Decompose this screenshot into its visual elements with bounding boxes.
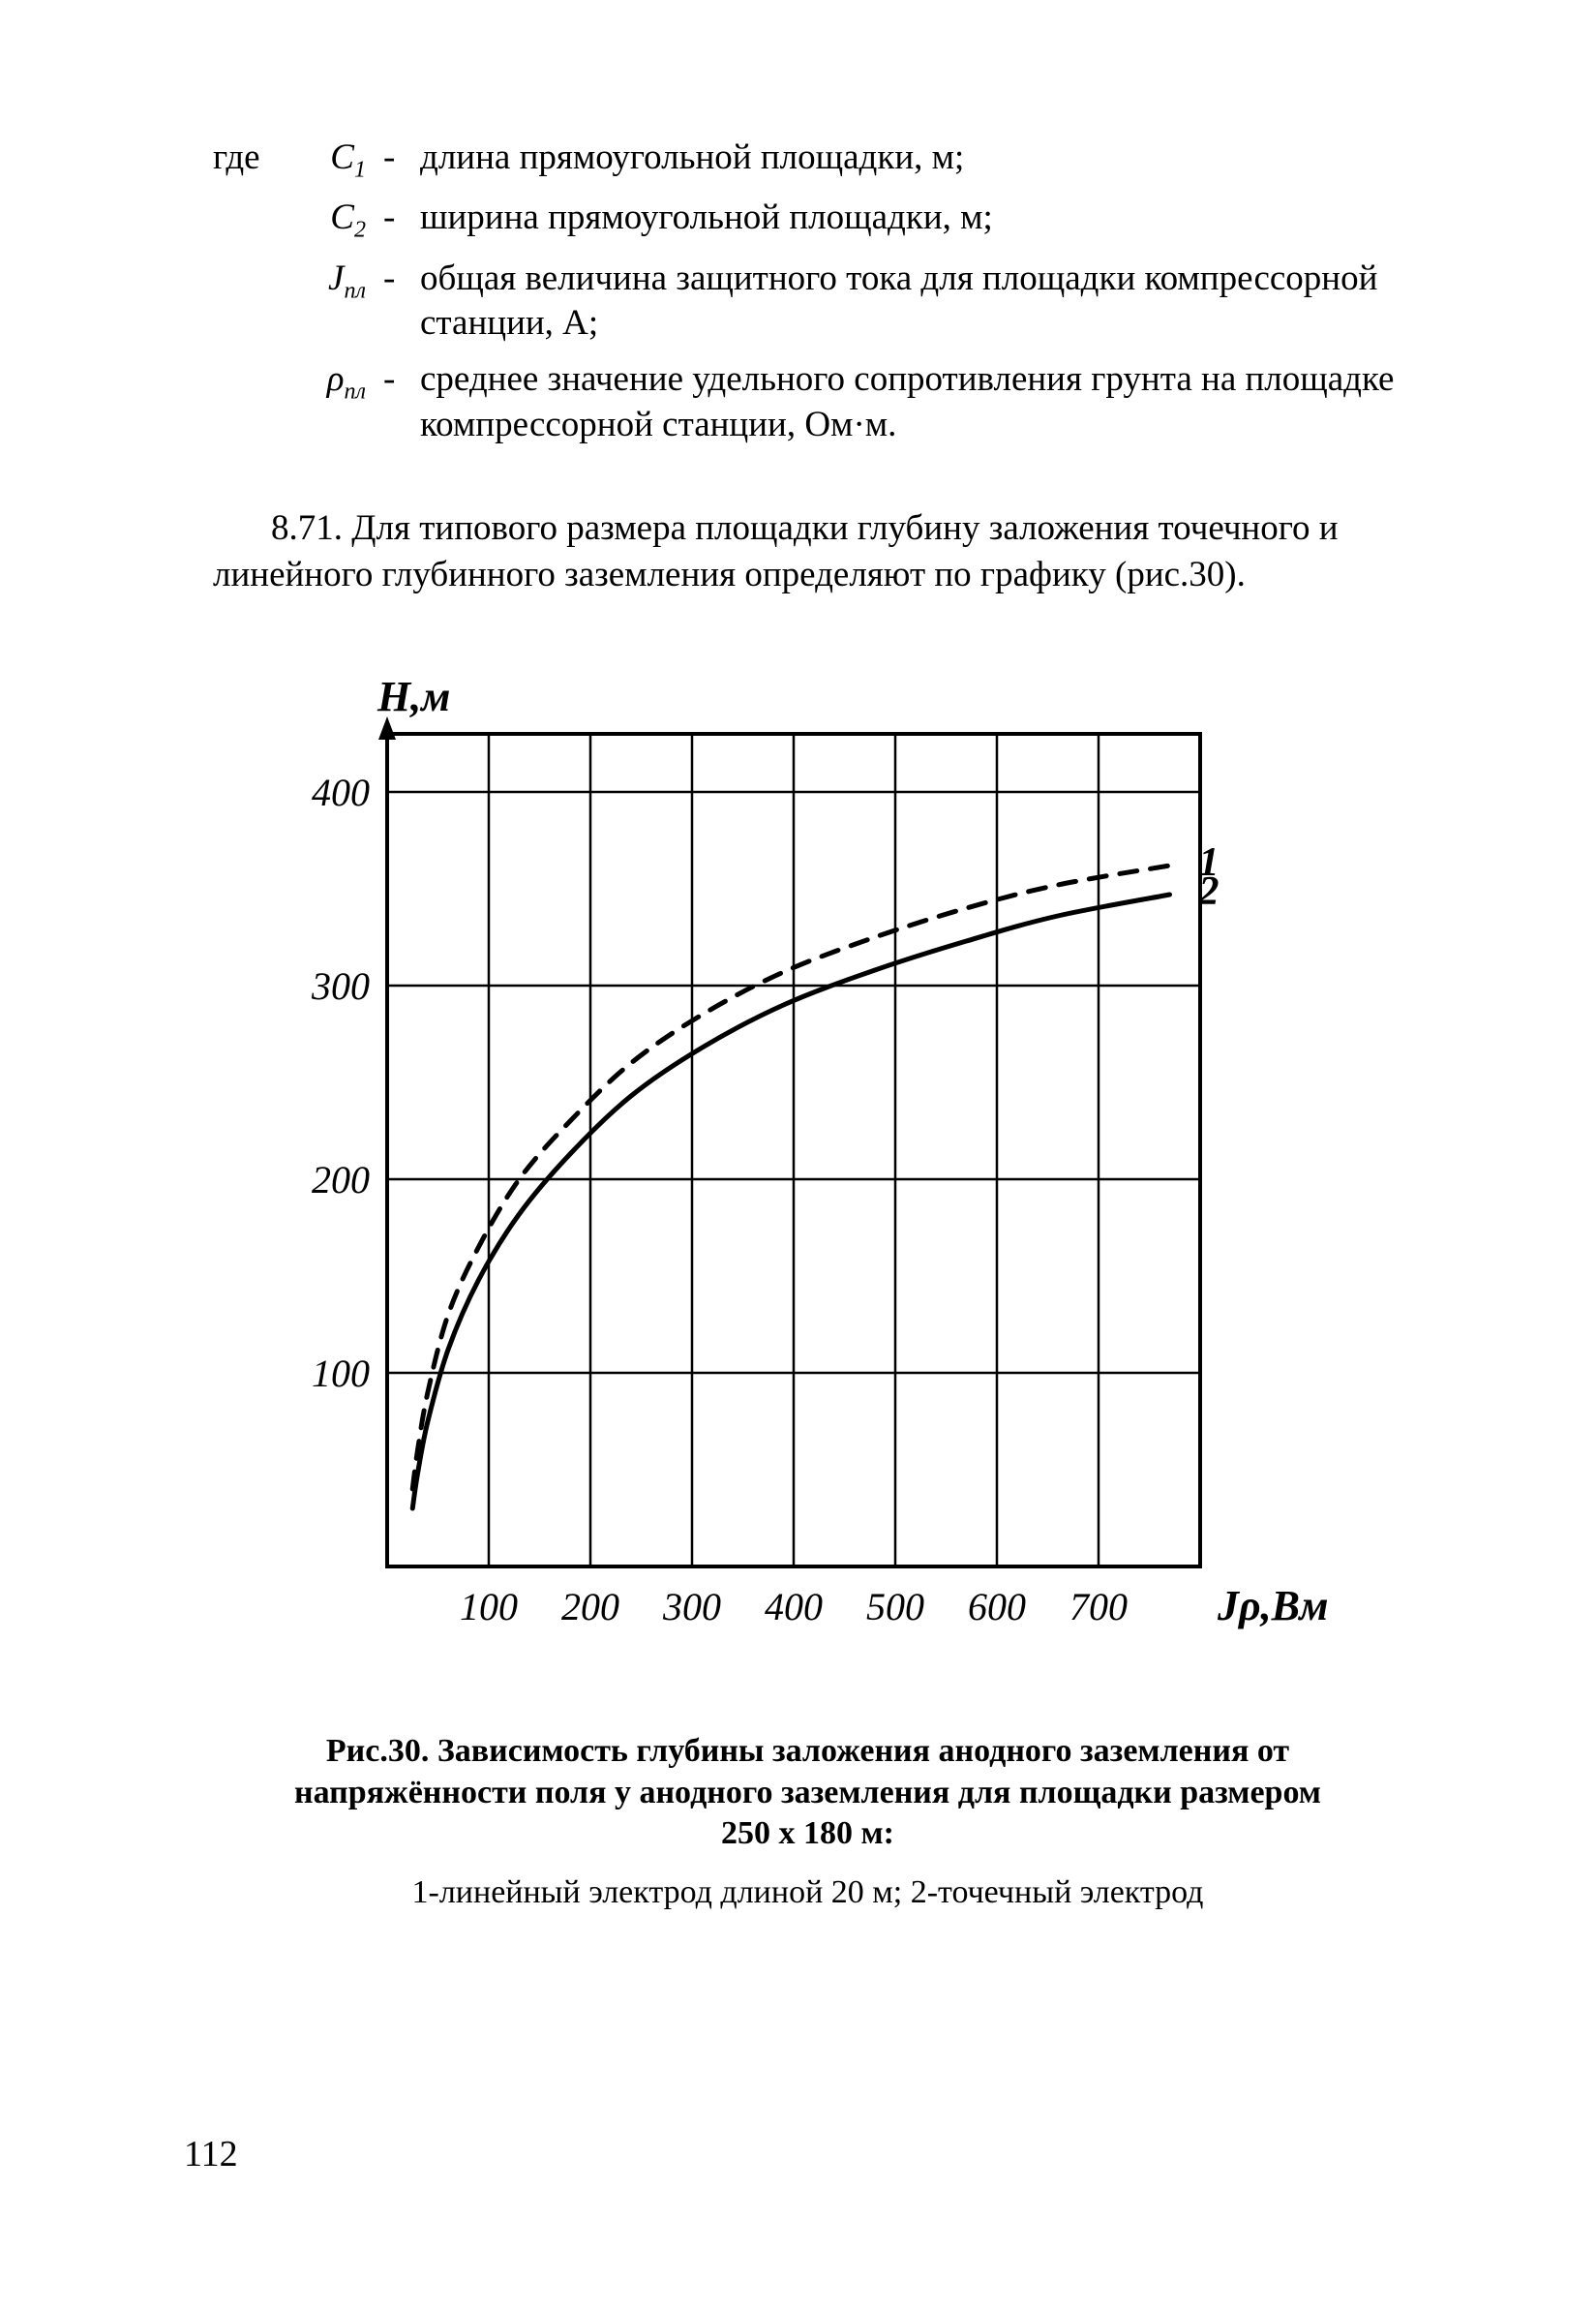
definition-row: Jпл-общая величина защитного тока для пл…: [213, 257, 1402, 347]
definition-row: где C1-длина прямоугольной площадки, м;: [213, 136, 1402, 184]
definition-text: длина прямоугольной площадки, м;: [420, 136, 1402, 180]
page: гдеC1-длина прямоугольной площадки, м;C2…: [0, 0, 1596, 2311]
svg-text:500: 500: [866, 1585, 924, 1628]
svg-text:400: 400: [312, 771, 370, 814]
page-number: 112: [184, 2133, 238, 2175]
svg-text:200: 200: [312, 1158, 370, 1201]
figure-30: 100 200 300 400 500 600 700 100 200 300 400 H,м Jρ,В…: [213, 656, 1402, 1913]
dash: -: [383, 357, 403, 402]
dash: -: [383, 196, 403, 240]
svg-text:100: 100: [312, 1352, 370, 1395]
paragraph-8-71: 8.71. Для типового размера площадки глуб…: [213, 505, 1402, 598]
caption-title: Рис.30. Зависимость глубины заложения ан…: [294, 1733, 1321, 1851]
svg-text:300: 300: [311, 964, 370, 1008]
dash: -: [383, 257, 403, 301]
svg-text:400: 400: [765, 1585, 823, 1628]
chart-30: 100 200 300 400 500 600 700 100 200 300 400 H,м Jρ,В…: [252, 656, 1365, 1673]
where-label: где: [213, 136, 290, 180]
svg-text:200: 200: [561, 1585, 619, 1628]
symbol: Jпл: [308, 257, 366, 305]
symbol: C2: [308, 196, 366, 244]
definition-row: ρпл-среднее значение удельного сопротивл…: [213, 357, 1402, 447]
svg-text:600: 600: [968, 1585, 1026, 1628]
definition-text: среднее значение удельного сопротивления…: [420, 357, 1402, 447]
figure-caption: Рис.30. Зависимость глубины заложения ан…: [276, 1731, 1340, 1913]
definition-text: ширина прямоугольной площадки, м;: [420, 196, 1402, 240]
caption-subtitle: 1-линейный электрод длиной 20 м; 2-точеч…: [276, 1872, 1340, 1914]
dash: -: [383, 136, 403, 180]
svg-text:300: 300: [662, 1585, 721, 1628]
definition-text: общая величина защитного тока для площад…: [420, 257, 1402, 347]
symbol: ρпл: [308, 357, 366, 406]
definition-row: C2-ширина прямоугольной площадки, м;: [213, 196, 1402, 244]
svg-text:100: 100: [460, 1585, 518, 1628]
svg-text:H,м: H,м: [376, 673, 450, 720]
svg-text:700: 700: [1069, 1585, 1128, 1628]
svg-text:2: 2: [1197, 869, 1219, 914]
definitions-list: гдеC1-длина прямоугольной площадки, м;C2…: [213, 136, 1402, 447]
svg-text:Jρ,Вм: Jρ,Вм: [1217, 1582, 1329, 1629]
symbol: C1: [308, 136, 366, 184]
